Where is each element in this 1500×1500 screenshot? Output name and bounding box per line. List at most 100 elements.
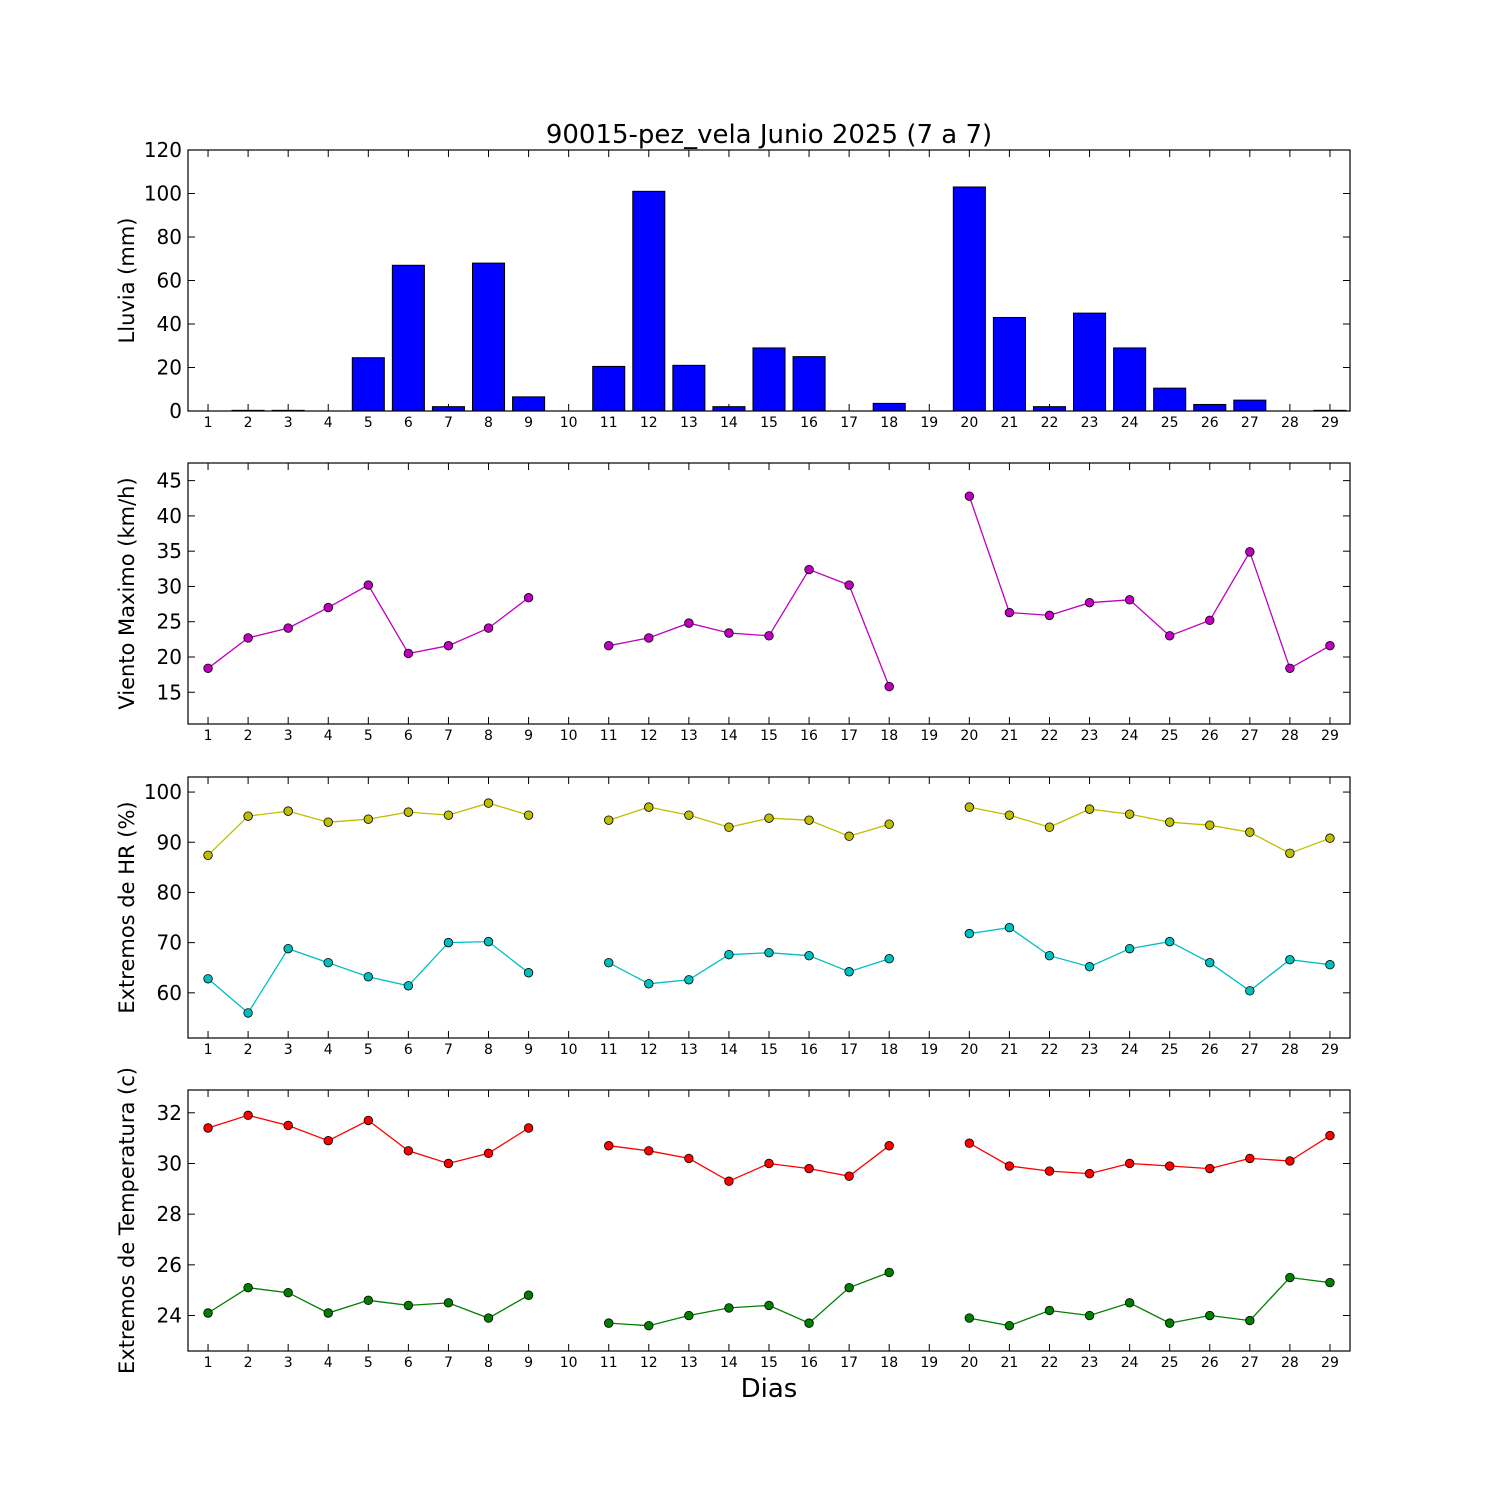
x-tick-label: 27 xyxy=(1241,1355,1259,1371)
x-tick-label: 2 xyxy=(244,728,253,744)
bar-day-27 xyxy=(1233,399,1267,412)
x-tick-label: 1 xyxy=(204,1042,213,1058)
bar-day-18 xyxy=(872,402,906,412)
data-point-day-9 xyxy=(523,810,534,820)
plot-frame xyxy=(187,1089,1351,1352)
x-tick-label: 5 xyxy=(364,728,373,744)
x-tick-label: 3 xyxy=(284,728,293,744)
data-point-day-24 xyxy=(1124,943,1135,954)
bar-day-21 xyxy=(992,316,1026,412)
x-tick-label: 16 xyxy=(800,415,818,431)
data-point-day-29 xyxy=(1325,1130,1335,1141)
x-tick-label: 20 xyxy=(960,1355,978,1371)
data-point-day-20 xyxy=(964,928,975,939)
data-point-day-8 xyxy=(483,936,494,947)
x-tick-label: 11 xyxy=(600,1042,618,1058)
plot-frame xyxy=(187,462,1351,725)
x-tick-label: 23 xyxy=(1081,1042,1099,1058)
x-tick-label: 2 xyxy=(244,415,253,431)
data-point-day-24 xyxy=(1124,1158,1135,1169)
data-point-day-1 xyxy=(203,663,213,673)
data-point-day-6 xyxy=(403,981,414,991)
data-point-day-12 xyxy=(644,802,654,812)
x-tick-label: 5 xyxy=(364,1042,373,1058)
x-tick-label: 14 xyxy=(720,415,738,431)
x-tick-label: 3 xyxy=(284,415,293,431)
x-tick-label: 7 xyxy=(444,1355,453,1371)
x-tick-label: 17 xyxy=(840,415,858,431)
x-tick-label: 10 xyxy=(560,728,578,744)
y-tick-label: 24 xyxy=(157,1304,182,1328)
x-tick-label: 28 xyxy=(1281,728,1299,744)
data-point-day-25 xyxy=(1164,817,1175,827)
data-point-day-27 xyxy=(1245,1153,1255,1164)
y-tick-label: 28 xyxy=(157,1202,182,1226)
data-point-day-16 xyxy=(804,950,814,961)
x-tick-label: 1 xyxy=(204,1355,213,1371)
bar-day-15 xyxy=(752,347,786,412)
data-point-day-18 xyxy=(884,1267,894,1278)
data-point-day-5 xyxy=(363,1295,374,1306)
x-tick-label: 14 xyxy=(720,728,738,744)
x-tick-label: 12 xyxy=(640,1355,658,1371)
y-tick-label: 0 xyxy=(169,399,182,423)
data-point-day-4 xyxy=(323,1308,333,1318)
x-tick-label: 28 xyxy=(1281,415,1299,431)
data-point-day-11 xyxy=(604,958,614,968)
data-point-day-11 xyxy=(604,1141,614,1151)
y-tick-label: 60 xyxy=(157,981,182,1005)
data-point-day-15 xyxy=(764,813,774,823)
data-point-day-26 xyxy=(1205,615,1215,626)
x-tick-label: 2 xyxy=(244,1355,253,1371)
data-point-day-23 xyxy=(1084,1310,1095,1321)
x-tick-label: 21 xyxy=(1000,728,1018,744)
data-point-day-16 xyxy=(804,1318,814,1328)
y-tick-label: 80 xyxy=(157,225,182,249)
data-point-day-7 xyxy=(443,1298,454,1308)
x-tick-label: 1 xyxy=(204,728,213,744)
data-point-day-3 xyxy=(283,1120,293,1131)
x-tick-label: 28 xyxy=(1281,1355,1299,1371)
data-point-day-29 xyxy=(1325,960,1335,970)
bar-day-23 xyxy=(1073,312,1107,412)
x-tick-label: 2 xyxy=(244,1042,253,1058)
x-tick-label: 8 xyxy=(484,1042,493,1058)
x-tick-label: 23 xyxy=(1081,1355,1099,1371)
x-tick-label: 18 xyxy=(880,1355,898,1371)
data-point-day-14 xyxy=(724,628,734,638)
bar-day-9 xyxy=(512,396,546,412)
data-point-day-17 xyxy=(844,580,854,590)
data-point-day-13 xyxy=(684,1310,694,1321)
data-point-day-29 xyxy=(1325,641,1335,651)
data-point-day-9 xyxy=(523,1290,534,1300)
data-point-day-4 xyxy=(323,602,333,613)
x-tick-label: 12 xyxy=(640,1042,658,1058)
data-point-day-11 xyxy=(604,815,614,825)
bar-day-12 xyxy=(632,190,666,412)
data-point-day-26 xyxy=(1205,1310,1215,1321)
x-tick-label: 17 xyxy=(840,728,858,744)
x-tick-label: 20 xyxy=(960,415,978,431)
x-tick-label: 15 xyxy=(760,728,778,744)
data-point-day-22 xyxy=(1044,1166,1055,1176)
x-tick-label: 13 xyxy=(680,1042,698,1058)
data-point-day-1 xyxy=(203,1308,213,1318)
data-point-day-3 xyxy=(283,623,293,633)
data-point-day-23 xyxy=(1084,804,1095,814)
x-tick-label: 3 xyxy=(284,1355,293,1371)
bar-day-11 xyxy=(592,365,626,412)
data-point-day-24 xyxy=(1124,595,1135,605)
y-axis-label: Viento Maximo (km/h) xyxy=(115,477,139,709)
data-point-day-13 xyxy=(684,618,694,628)
x-tick-label: 15 xyxy=(760,1042,778,1058)
x-tick-label: 11 xyxy=(600,415,618,431)
x-tick-label: 6 xyxy=(404,728,413,744)
data-point-day-4 xyxy=(323,958,333,968)
data-point-day-11 xyxy=(604,641,614,651)
data-point-day-17 xyxy=(844,967,854,977)
data-point-day-16 xyxy=(804,1163,814,1174)
x-tick-label: 6 xyxy=(404,1355,413,1371)
data-point-day-21 xyxy=(1004,810,1015,820)
